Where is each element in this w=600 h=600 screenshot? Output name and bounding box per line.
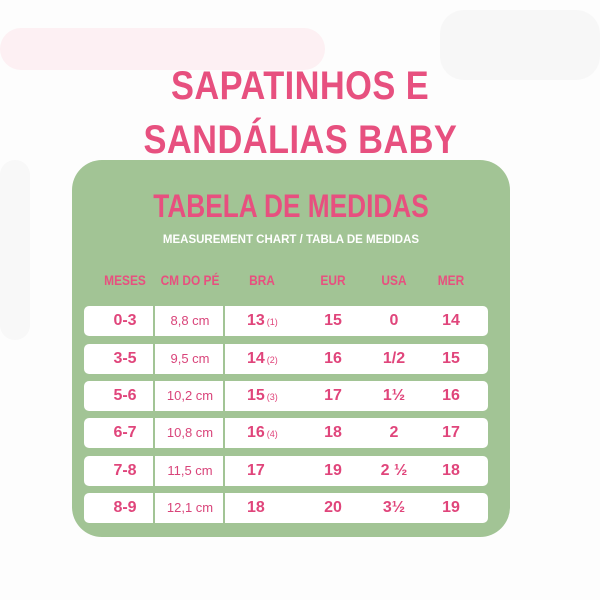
cell-mer: 15	[442, 350, 460, 367]
header-cm: CM DO PÉ	[160, 272, 220, 288]
cell-meses: 0-3	[113, 312, 137, 329]
cell-cm: 10,8 cm	[166, 425, 214, 440]
panel-subtitle: MEASUREMENT CHART / TABLA DE MEDIDAS	[162, 234, 420, 246]
cell-bra: 18	[247, 493, 267, 523]
cell-bra: 13 (1)	[247, 306, 278, 336]
page-title-line-1: SAPATINHOS E	[170, 64, 430, 108]
bra-value: 17	[247, 462, 265, 479]
cell-bra: 15 (3)	[247, 381, 278, 411]
column-divider	[153, 493, 155, 523]
cell-bra: 16 (4)	[247, 418, 278, 448]
header-eur: EUR	[320, 272, 346, 288]
column-divider	[223, 381, 225, 411]
cell-cm: 12,1 cm	[166, 500, 214, 515]
column-divider	[223, 344, 225, 374]
cell-usa: 3½	[382, 499, 406, 516]
background-shape	[0, 28, 325, 70]
table-row: 0-3 8,8 cm 13 (1) 15 0 14	[84, 306, 488, 336]
cell-meses: 6-7	[113, 424, 137, 441]
bra-note: (2)	[266, 355, 278, 365]
cell-usa: 0	[389, 312, 399, 329]
header-mer: MER	[437, 272, 465, 288]
cell-bra: 17	[247, 456, 267, 486]
cell-mer: 19	[442, 499, 460, 516]
bra-value: 14	[247, 350, 265, 367]
cell-bra: 14 (2)	[247, 344, 278, 374]
table-row: 5-6 10,2 cm 15 (3) 17 1½ 16	[84, 381, 488, 411]
cell-usa: 1½	[382, 387, 406, 404]
column-divider	[153, 344, 155, 374]
cell-usa: 1/2	[382, 350, 406, 367]
bra-value: 16	[247, 424, 265, 441]
cell-eur: 16	[324, 350, 342, 367]
cell-meses: 8-9	[113, 499, 137, 516]
background-shape	[0, 160, 30, 340]
table-row: 6-7 10,8 cm 16 (4) 18 2 17	[84, 418, 488, 448]
bra-value: 15	[247, 387, 265, 404]
table-row: 8-9 12,1 cm 18 20 3½ 19	[84, 493, 488, 523]
header-usa: USA	[381, 272, 407, 288]
cell-usa: 2 ½	[380, 462, 408, 479]
column-divider	[223, 493, 225, 523]
page-title-line-2: SANDÁLIAS BABY	[143, 118, 457, 162]
size-chart-panel: TABELA DE MEDIDAS MEASUREMENT CHART / TA…	[72, 160, 510, 537]
cell-mer: 14	[442, 312, 460, 329]
cell-eur: 20	[324, 499, 342, 516]
bra-value: 18	[247, 499, 265, 516]
bra-note: (1)	[266, 317, 278, 327]
cell-cm: 8,8 cm	[170, 313, 210, 328]
cell-meses: 3-5	[113, 350, 137, 367]
column-divider	[223, 306, 225, 336]
table-row: 3-5 9,5 cm 14 (2) 16 1/2 15	[84, 344, 488, 374]
column-divider	[223, 456, 225, 486]
cell-cm: 11,5 cm	[167, 463, 213, 478]
panel-title: TABELA DE MEDIDAS	[153, 188, 429, 224]
cell-eur: 17	[324, 387, 342, 404]
cell-cm: 10,2 cm	[166, 388, 214, 403]
header-meses: MESES	[104, 272, 146, 288]
column-divider	[153, 456, 155, 486]
cell-meses: 7-8	[113, 462, 137, 479]
cell-eur: 15	[324, 312, 342, 329]
column-divider	[153, 418, 155, 448]
column-divider	[153, 381, 155, 411]
bra-note: (4)	[266, 429, 278, 439]
bra-note: (3)	[266, 392, 278, 402]
header-bra: BRA	[249, 272, 275, 288]
cell-usa: 2	[389, 424, 399, 441]
cell-eur: 18	[324, 424, 342, 441]
cell-meses: 5-6	[113, 387, 137, 404]
cell-mer: 17	[442, 424, 460, 441]
bra-value: 13	[247, 312, 265, 329]
cell-cm: 9,5 cm	[170, 351, 210, 366]
cell-eur: 19	[324, 462, 342, 479]
background-shape	[440, 10, 600, 80]
table-row: 7-8 11,5 cm 17 19 2 ½ 18	[84, 456, 488, 486]
cell-mer: 18	[442, 462, 460, 479]
column-divider	[153, 306, 155, 336]
column-divider	[223, 418, 225, 448]
cell-mer: 16	[442, 387, 460, 404]
